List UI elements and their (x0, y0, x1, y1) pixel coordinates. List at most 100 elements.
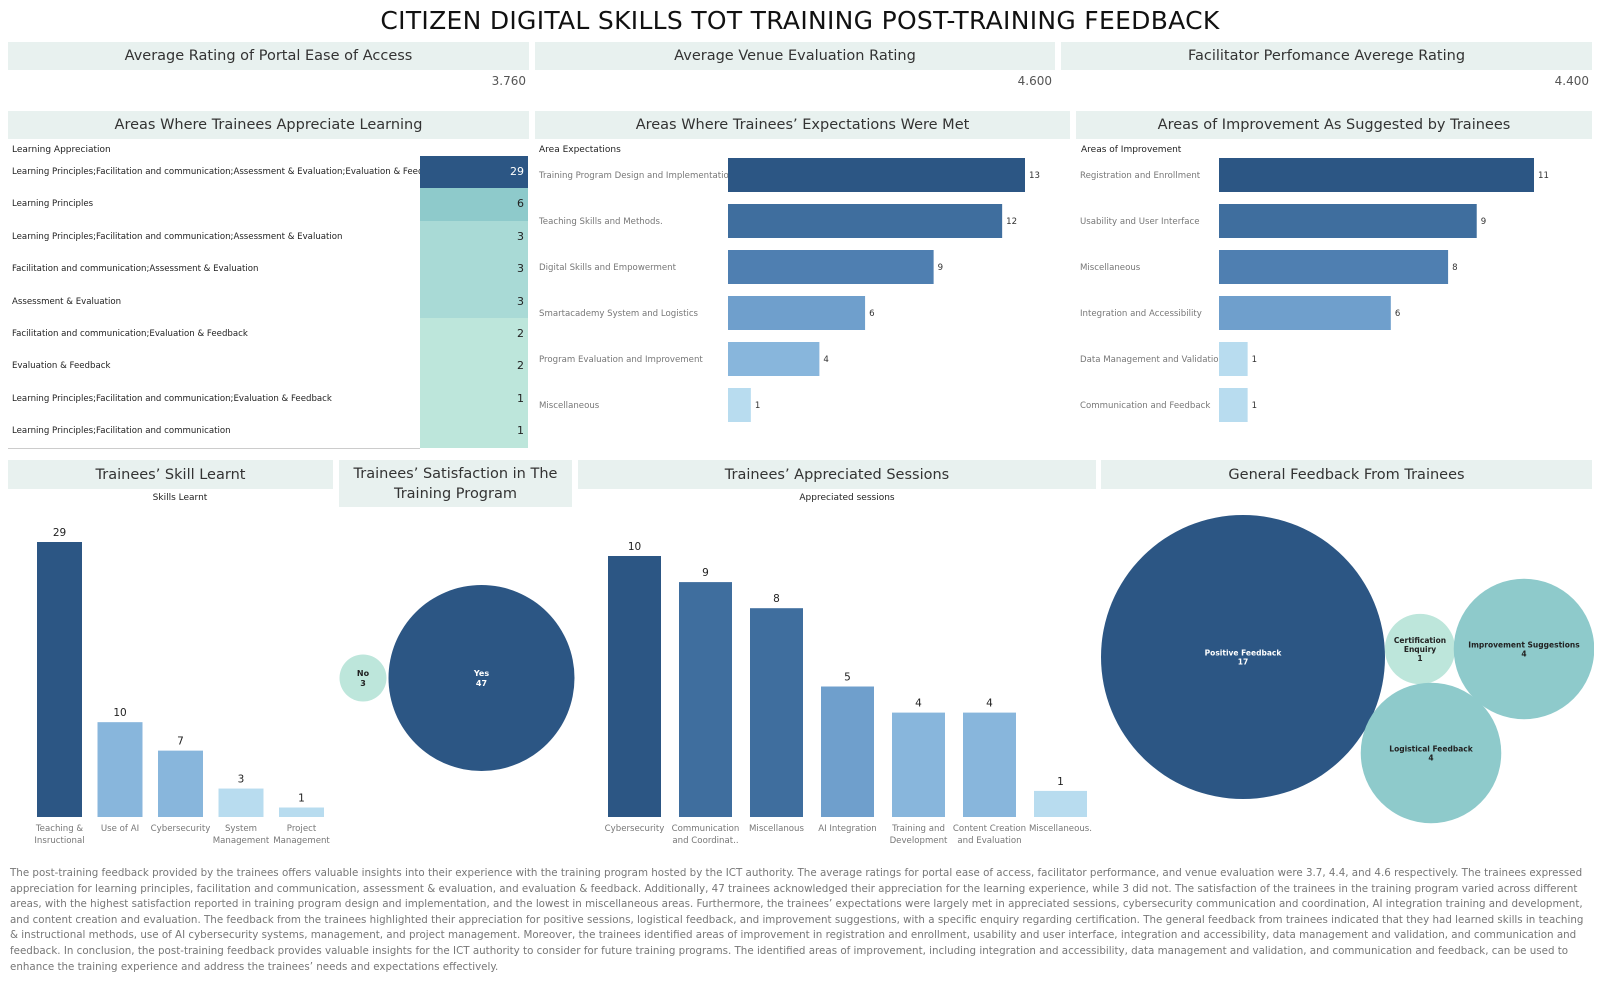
learning-row-value: 1 (420, 382, 528, 416)
hbar-bar (728, 388, 751, 422)
satisfaction-header: Trainees’ Satisfaction in The Training P… (339, 460, 572, 507)
skills-header: Trainees’ Skill Learnt (8, 460, 333, 489)
hbar-bar (1219, 250, 1449, 284)
hbar-label: Miscellaneous (1080, 263, 1141, 273)
learning-row-label: Facilitation and communication;Evaluatio… (12, 329, 248, 339)
column-bar (1034, 790, 1087, 817)
hbar-label: Digital Skills and Empowerment (539, 263, 677, 273)
hbar-bar (728, 250, 934, 284)
learning-header: Areas Where Trainees Appreciate Learning (8, 111, 529, 139)
learning-row-value: 6 (420, 188, 528, 221)
learning-row-value: 3 (420, 253, 528, 286)
column-label: Project Management (273, 824, 330, 846)
learning-row: Learning Principles;Facilitation and com… (8, 415, 528, 448)
column-bar (279, 807, 324, 817)
column-bar (750, 608, 803, 817)
column-label: System Management (213, 824, 270, 846)
hbar-label: Usability and User Interface (1080, 217, 1200, 227)
column-label: Miscellanous (749, 824, 804, 834)
kpi-header-venue: Average Venue Evaluation Rating (535, 42, 1055, 70)
learning-row: Assessment & Evaluation 3 (8, 285, 528, 318)
column-value: 3 (238, 774, 245, 786)
hbar-label: Miscellaneous (539, 401, 600, 411)
feedback-bubble-label: Improvement Suggestions 4 (1468, 641, 1580, 659)
hbar-label: Integration and Accessibility (1080, 309, 1202, 319)
column-label: Miscellaneous. (1029, 824, 1092, 834)
column-value: 8 (773, 593, 780, 605)
hbar-bar (728, 204, 1003, 238)
hbar-label: Registration and Enrollment (1080, 171, 1201, 181)
kpi-value-venue: 4.600 (1017, 74, 1052, 88)
hbar-value: 1 (755, 401, 760, 411)
learning-row: Facilitation and communication;Assessmen… (8, 253, 528, 286)
learning-row: Learning Principles 6 (8, 188, 528, 221)
column-bar (97, 722, 143, 817)
sessions-header: Trainees’ Appreciated Sessions (578, 460, 1096, 489)
hbar-bar (1219, 158, 1534, 192)
improvement-subtitle: Areas of Improvement (1081, 145, 1182, 155)
hbar-value: 11 (1538, 171, 1549, 181)
bubble-no-label: No 3 (357, 669, 370, 688)
learning-row-value: 3 (420, 285, 528, 318)
hbar-label: Teaching Skills and Methods. (538, 217, 663, 227)
hbar-label: Program Evaluation and Improvement (539, 355, 703, 365)
improvement-chart: Registration and Enrollment 11 Usability a… (1080, 158, 1549, 422)
hbar-label: Data Management and Validation (1080, 355, 1224, 365)
learning-table-baseline (8, 447, 420, 449)
learning-row-value: 2 (420, 350, 528, 383)
skills-chart: 29 Teaching & Insructional 10 Use of AI 7 Cybe… (34, 527, 330, 846)
learning-subtitle: Learning Appreciation (12, 145, 111, 155)
hbar-label: Smartacademy System and Logistics (539, 309, 699, 319)
kpi-header-portal: Average Rating of Portal Ease of Access (8, 42, 529, 70)
expectations-header: Areas Where Trainees’ Expectations Were … (535, 111, 1070, 139)
column-value: 1 (1057, 776, 1064, 788)
hbar-value: 1 (1252, 401, 1257, 411)
learning-row: Learning Principles;Facilitation and com… (8, 156, 528, 189)
hbar-value: 4 (823, 355, 828, 365)
column-bar (679, 582, 732, 817)
learning-row-label: Learning Principles;Facilitation and com… (12, 426, 231, 437)
feedback-bubble (1384, 613, 1456, 685)
column-value: 29 (53, 527, 66, 539)
learning-row-label: Evaluation & Feedback (12, 361, 111, 372)
skills-subtitle: Skills Learnt (152, 493, 208, 503)
learning-row-label: Facilitation and communication;Assessmen… (12, 264, 259, 275)
hbar-value: 12 (1006, 217, 1017, 227)
column-label: Training and Development (890, 824, 948, 846)
column-bar (892, 712, 945, 817)
column-value: 7 (177, 736, 184, 748)
expectations-subtitle: Area Expectations (539, 145, 621, 155)
column-value: 4 (986, 698, 993, 710)
column-value: 9 (702, 567, 709, 579)
hbar-bar (1219, 388, 1248, 422)
learning-row-value: 29 (420, 156, 528, 189)
feedback-bubble (1453, 578, 1594, 720)
column-bar (963, 712, 1016, 817)
learning-row: Evaluation & Feedback 2 (8, 350, 528, 383)
column-value: 1 (298, 793, 305, 805)
hbar-bar (728, 296, 866, 330)
learning-row-value: 2 (420, 318, 528, 351)
bubble-yes-label: Yes 47 (473, 669, 489, 688)
hbar-value: 6 (869, 309, 874, 319)
general-header: General Feedback From Trainees (1101, 460, 1592, 489)
column-bar (158, 750, 203, 817)
satisfaction-chart: No 3 Yes 47 (339, 585, 575, 771)
column-value: 5 (844, 672, 851, 684)
column-label: Teaching & Insructional (34, 824, 84, 846)
column-label: Cybersecurity (151, 824, 211, 834)
kpi-value-portal: 3.760 (491, 74, 526, 88)
hbar-value: 9 (1481, 217, 1486, 227)
learning-row-label: Learning Principles (12, 199, 94, 210)
learning-row: Learning Principles;Facilitation and com… (8, 220, 528, 254)
learning-row-value: 1 (420, 415, 528, 448)
summary-text: The post-training feedback provided by t… (10, 867, 1584, 973)
learning-row-label: Assessment & Evaluation (12, 296, 122, 307)
feedback-bubble-label: Logistical Feedback 4 (1389, 745, 1473, 763)
bubble-no (339, 654, 387, 702)
hbar-value: 13 (1029, 171, 1040, 181)
column-bar (821, 686, 874, 817)
column-value: 10 (628, 541, 641, 553)
column-bar (218, 788, 264, 817)
learning-table: Learning Principles;Facilitation and com… (8, 156, 528, 454)
